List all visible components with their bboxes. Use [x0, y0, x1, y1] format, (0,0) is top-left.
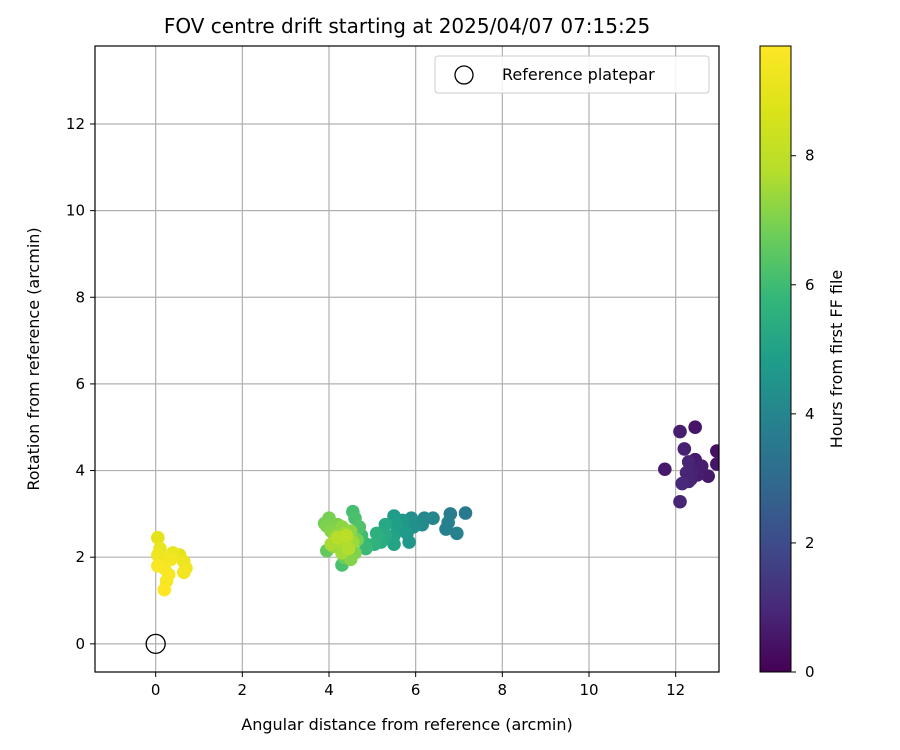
- data-point: [658, 462, 672, 477]
- y-tick-label: 12: [66, 115, 85, 133]
- data-point: [677, 442, 692, 456]
- data-point: [673, 424, 687, 439]
- data-point: [177, 565, 191, 580]
- colorbar-label: Hours from first FF file: [827, 270, 846, 449]
- colorbar: 0 2 4 6 8 Hours from first FF file: [759, 45, 846, 681]
- legend: Reference platepar: [434, 55, 710, 94]
- colorbar-gradient: [759, 45, 792, 673]
- colorbar-tick-label: 8: [805, 147, 815, 165]
- data-point: [369, 526, 384, 541]
- y-tick-label: 10: [66, 202, 85, 220]
- data-point: [151, 530, 165, 545]
- data-point: [378, 517, 393, 532]
- data-point: [681, 455, 696, 469]
- data-point: [151, 559, 165, 573]
- legend-marker-circle: [454, 65, 474, 85]
- data-point: [450, 526, 464, 541]
- data-point: [688, 420, 702, 435]
- data-point: [157, 582, 172, 597]
- data-point: [151, 548, 165, 562]
- data-point: [402, 535, 416, 549]
- data-point: [389, 517, 403, 532]
- data-point: [359, 541, 373, 556]
- data-point: [339, 528, 354, 543]
- plot-frame: [94, 45, 720, 673]
- y-tick-label: 2: [75, 548, 85, 566]
- x-tick-label: 6: [411, 681, 421, 699]
- x-tick-label: 12: [666, 681, 685, 699]
- y-axis-ticks: 0 2 4 6 8 10 12: [66, 115, 95, 653]
- x-tick-label: 0: [151, 681, 161, 699]
- reference-marker-layer: [145, 633, 166, 654]
- colorbar-tick-label: 2: [805, 534, 815, 552]
- y-axis-label: Rotation from reference (arcmin): [24, 227, 43, 490]
- legend-label: Reference platepar: [502, 65, 655, 84]
- data-point: [710, 457, 719, 471]
- x-tick-label: 8: [498, 681, 508, 699]
- y-tick-label: 0: [75, 635, 85, 653]
- data-point: [458, 506, 473, 520]
- legend-box: [434, 55, 710, 94]
- colorbar-tick-label: 6: [805, 276, 815, 294]
- x-tick-label: 4: [324, 681, 334, 699]
- data-point: [673, 494, 687, 509]
- data-point: [161, 567, 176, 582]
- colorbar-tick-label: 0: [805, 663, 815, 681]
- data-point: [675, 476, 689, 491]
- x-axis-label: Angular distance from reference (arcmin): [241, 715, 572, 734]
- colorbar-ticks: 0 2 4 6 8: [791, 147, 815, 681]
- grid-lines: [95, 46, 719, 672]
- data-point: [710, 444, 719, 458]
- x-tick-label: 2: [238, 681, 248, 699]
- data-point: [341, 541, 356, 556]
- reference-platepar-marker: [145, 633, 166, 654]
- x-tick-label: 10: [579, 681, 598, 699]
- y-tick-label: 8: [75, 288, 85, 306]
- y-tick-label: 6: [75, 375, 85, 393]
- data-points: [151, 420, 719, 597]
- data-point: [701, 469, 715, 483]
- y-tick-label: 4: [75, 462, 85, 480]
- colorbar-tick-label: 4: [805, 405, 815, 423]
- chart-title: FOV centre drift starting at 2025/04/07 …: [164, 14, 650, 38]
- data-point: [439, 522, 453, 536]
- x-axis-ticks: 0 2 4 6 8 10 12: [151, 672, 685, 699]
- data-point: [387, 537, 401, 552]
